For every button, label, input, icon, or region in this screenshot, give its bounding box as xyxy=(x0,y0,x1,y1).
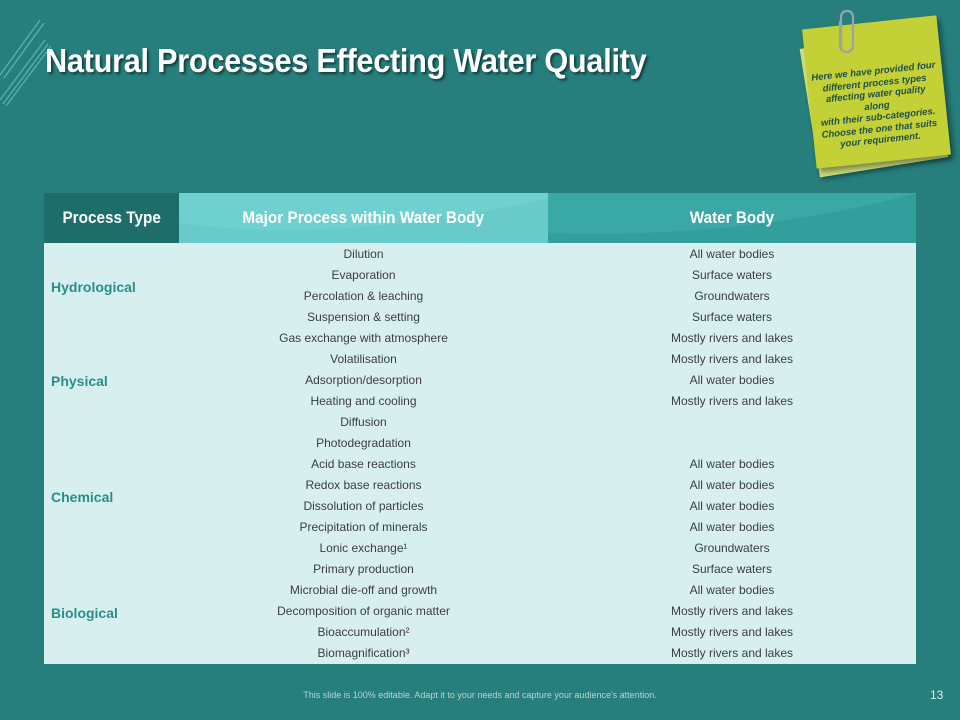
table-row: Evaporation Surface waters xyxy=(44,265,916,286)
header-label: Process Type xyxy=(62,208,161,227)
table-row: Dilution All water bodies xyxy=(44,244,916,265)
water-body-cell: All water bodies xyxy=(689,457,775,471)
paperclip-icon xyxy=(838,9,855,54)
decorative-lines xyxy=(0,20,52,107)
process-cell: Volatilisation xyxy=(330,352,397,366)
table-row: Adsorption/desorption All water bodies xyxy=(44,370,916,391)
sticky-note: Here we have provided four different pro… xyxy=(795,8,955,178)
water-body-cell: All water bodies xyxy=(689,478,775,492)
table-row: Diffusion xyxy=(44,412,916,433)
water-body-cell: All water bodies xyxy=(689,499,775,513)
table-body: Hydrological Physical Chemical Biologica… xyxy=(44,243,916,664)
category-chemical: Chemical xyxy=(51,489,114,505)
header-swoosh xyxy=(179,199,548,243)
table-row: Bioaccumulation² Mostly rivers and lakes xyxy=(44,622,916,643)
process-cell: Adsorption/desorption xyxy=(305,373,422,387)
table-row: Precipitation of minerals All water bodie… xyxy=(44,517,916,538)
process-cell: Heating and cooling xyxy=(310,394,417,408)
process-cell: Primary production xyxy=(313,562,414,576)
process-cell: Biomagnification³ xyxy=(317,646,410,660)
process-cell: Gas exchange with atmosphere xyxy=(279,331,448,345)
table-row: Redox base reactions All water bodies xyxy=(44,475,916,496)
process-cell: Precipitation of minerals xyxy=(299,520,428,534)
table-row: Percolation & leaching Groundwaters xyxy=(44,286,916,307)
table-row: Suspension & setting Surface waters xyxy=(44,307,916,328)
table-row: Volatilisation Mostly rivers and lakes xyxy=(44,349,916,370)
water-body-cell: Mostly rivers and lakes xyxy=(670,331,794,345)
table-row: Primary production Surface waters xyxy=(44,559,916,580)
table-row: Gas exchange with atmosphere Mostly river… xyxy=(44,328,916,349)
water-body-cell: All water bodies xyxy=(689,373,775,387)
sticky-note-text: Here we have provided four different pro… xyxy=(809,60,945,153)
table-row: Decomposition of organic matter Mostly ri… xyxy=(44,601,916,622)
table-row: Acid base reactions All water bodies xyxy=(44,454,916,475)
category-hydrological: Hydrological xyxy=(51,279,136,295)
process-cell: Diffusion xyxy=(340,415,387,429)
water-body-cell: Mostly rivers and lakes xyxy=(670,394,794,408)
water-body-cell: Mostly rivers and lakes xyxy=(670,604,794,618)
table-row: Photodegradation xyxy=(44,433,916,454)
water-body-cell: Groundwaters xyxy=(694,289,770,303)
category-physical: Physical xyxy=(51,373,108,389)
header-major-process: Major Process within Water Body xyxy=(179,193,548,243)
page-number: 13 xyxy=(930,688,944,702)
process-cell: Lonic exchange¹ xyxy=(319,541,408,555)
table-row: Biomagnification³ Mostly rivers and lakes xyxy=(44,643,916,664)
header-label: Major Process within Water Body xyxy=(242,208,485,227)
process-cell: Bioaccumulation² xyxy=(317,625,410,639)
water-body-cell: Mostly rivers and lakes xyxy=(670,646,794,660)
water-body-cell: Surface waters xyxy=(691,268,773,282)
table-row: Dissolution of particles All water bodies xyxy=(44,496,916,517)
water-body-cell: Groundwaters xyxy=(694,541,770,555)
table-row: Lonic exchange¹ Groundwaters xyxy=(44,538,916,559)
header-label: Water Body xyxy=(689,208,775,227)
water-body-cell: Mostly rivers and lakes xyxy=(670,625,794,639)
water-body-cell: Mostly rivers and lakes xyxy=(670,352,794,366)
header-swoosh xyxy=(548,193,916,243)
process-cell: Evaporation xyxy=(331,268,396,282)
process-cell: Percolation & leaching xyxy=(303,289,424,303)
header-process-type: Process Type xyxy=(44,193,179,243)
process-cell: Microbial die-off and growth xyxy=(289,583,438,597)
table-row: Microbial die-off and growth All water bo… xyxy=(44,580,916,601)
process-cell: Photodegradation xyxy=(316,436,411,450)
process-cell: Acid base reactions xyxy=(311,457,416,471)
process-cell: Redox base reactions xyxy=(305,478,422,492)
category-biological: Biological xyxy=(51,605,118,621)
water-body-cell: All water bodies xyxy=(689,247,775,261)
table-row: Heating and cooling Mostly rivers and lak… xyxy=(44,391,916,412)
process-cell: Suspension & setting xyxy=(307,310,420,324)
process-table: Process Type Major Process within Water … xyxy=(44,193,916,664)
water-body-cell: All water bodies xyxy=(689,520,775,534)
process-cell: Dilution xyxy=(343,247,384,261)
water-body-cell: Surface waters xyxy=(691,310,773,324)
water-body-cell: All water bodies xyxy=(689,583,775,597)
process-cell: Decomposition of organic matter xyxy=(277,604,450,618)
table-header: Process Type Major Process within Water … xyxy=(44,193,916,243)
footer-note: This slide is 100% editable. Adapt it to… xyxy=(303,690,657,700)
page-title: Natural Processes Effecting Water Qualit… xyxy=(45,42,647,79)
header-water-body: Water Body xyxy=(548,193,916,243)
process-cell: Dissolution of particles xyxy=(303,499,424,513)
water-body-cell: Surface waters xyxy=(691,562,773,576)
